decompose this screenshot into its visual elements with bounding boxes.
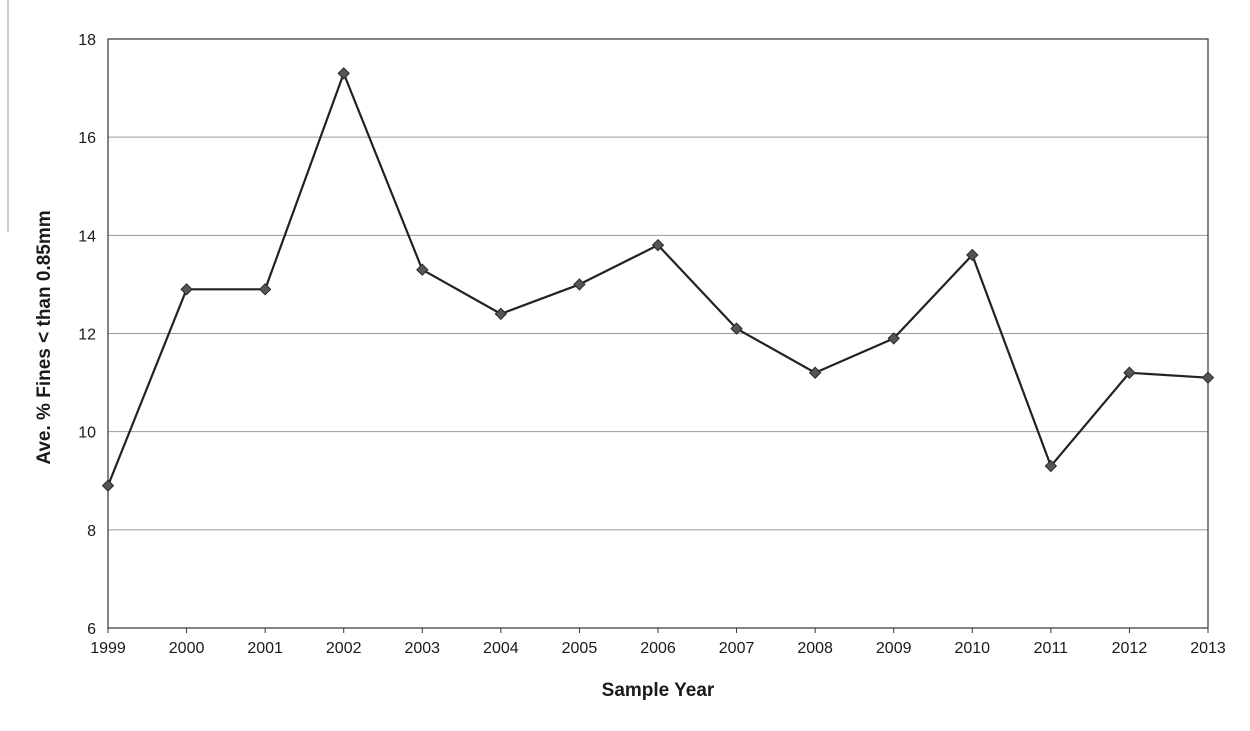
gridlines bbox=[108, 136, 1208, 531]
data-point-marker bbox=[651, 238, 665, 252]
data-point-marker bbox=[494, 307, 508, 321]
data-series bbox=[101, 67, 1215, 492]
x-axis-title: Sample Year bbox=[602, 680, 715, 701]
x-tick-label: 2004 bbox=[483, 640, 519, 657]
data-point-marker bbox=[808, 366, 822, 379]
x-axis-ticks: 1999 2000 2001 2002 2003 2004 2005 2006 2007 2008… bbox=[90, 628, 1226, 657]
y-axis-ticks: 6 8 10 12 14 16 18 bbox=[78, 32, 96, 638]
data-point-marker bbox=[573, 278, 586, 291]
x-tick-label: 2003 bbox=[404, 640, 440, 657]
y-tick-label: 16 bbox=[78, 130, 96, 147]
x-tick-label: 2001 bbox=[247, 640, 283, 657]
data-point-marker bbox=[258, 283, 272, 296]
x-tick-label: 2010 bbox=[954, 640, 990, 657]
y-tick-label: 10 bbox=[78, 425, 96, 442]
data-point-marker bbox=[1201, 371, 1215, 384]
data-point-marker bbox=[730, 322, 743, 335]
data-point-marker bbox=[416, 263, 429, 276]
x-tick-label: 1999 bbox=[90, 640, 126, 657]
x-tick-label: 2009 bbox=[876, 640, 912, 657]
x-tick-label: 2005 bbox=[562, 640, 598, 657]
x-tick-label: 2012 bbox=[1112, 640, 1148, 657]
data-point-marker bbox=[1123, 366, 1136, 379]
x-tick-label: 2006 bbox=[640, 640, 676, 657]
x-tick-label: 2002 bbox=[326, 640, 362, 657]
x-tick-label: 2000 bbox=[169, 640, 205, 657]
data-point-marker bbox=[337, 67, 350, 80]
y-tick-label: 12 bbox=[78, 327, 96, 344]
x-tick-label: 2008 bbox=[797, 640, 833, 657]
x-tick-label: 2013 bbox=[1190, 640, 1226, 657]
x-tick-label: 2007 bbox=[719, 640, 755, 657]
x-tick-label: 2011 bbox=[1034, 640, 1069, 657]
y-tick-label: 14 bbox=[78, 228, 96, 245]
series-line bbox=[106, 72, 1209, 487]
data-point-marker bbox=[887, 332, 900, 345]
y-axis-title: Ave. % Fines < than 0.85mm bbox=[34, 210, 55, 464]
data-point-marker bbox=[101, 479, 115, 492]
data-point-marker bbox=[180, 283, 193, 296]
y-tick-label: 18 bbox=[78, 32, 96, 49]
data-point-marker bbox=[1044, 459, 1058, 473]
data-point-marker bbox=[966, 248, 979, 262]
y-tick-label: 6 bbox=[87, 621, 96, 638]
y-tick-label: 8 bbox=[87, 523, 96, 540]
